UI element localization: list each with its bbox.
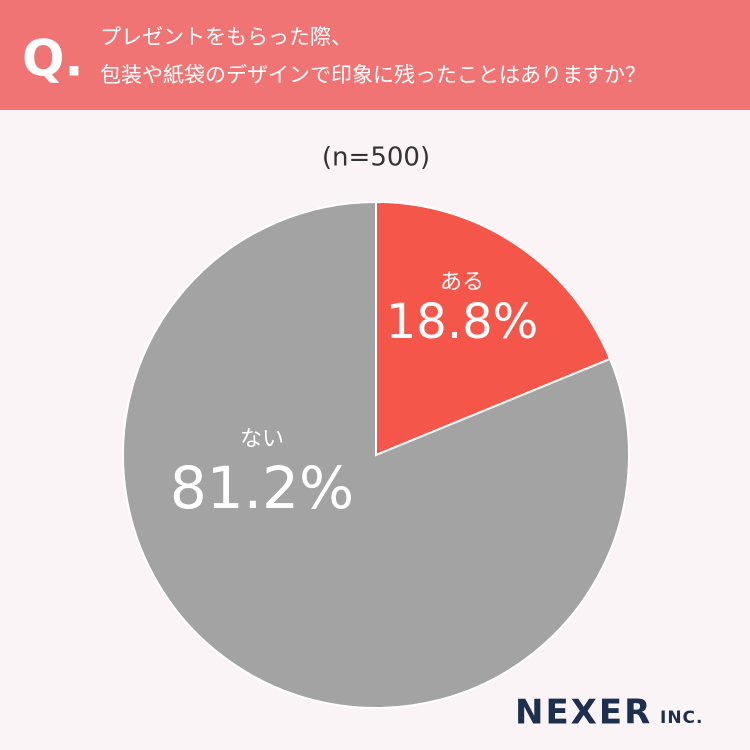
pie-slice: [375, 200, 612, 457]
title-line: プレゼントをもらった際、: [100, 25, 352, 49]
category-label: ある: [440, 270, 484, 295]
category-label: ない: [240, 427, 284, 452]
title-line: 包装や紙袋のデザインで印象に残ったことはありますか？: [100, 63, 646, 87]
question-mark: Q.: [22, 30, 84, 88]
value-label: 81.2%: [170, 454, 354, 522]
pie-slice: [122, 200, 630, 709]
header-band: [0, 0, 750, 110]
brand-suffix: INC.: [660, 708, 704, 728]
subtitle: (n=500): [322, 143, 430, 173]
brand: NEXER: [515, 693, 652, 733]
value-label: 18.8%: [386, 294, 538, 350]
